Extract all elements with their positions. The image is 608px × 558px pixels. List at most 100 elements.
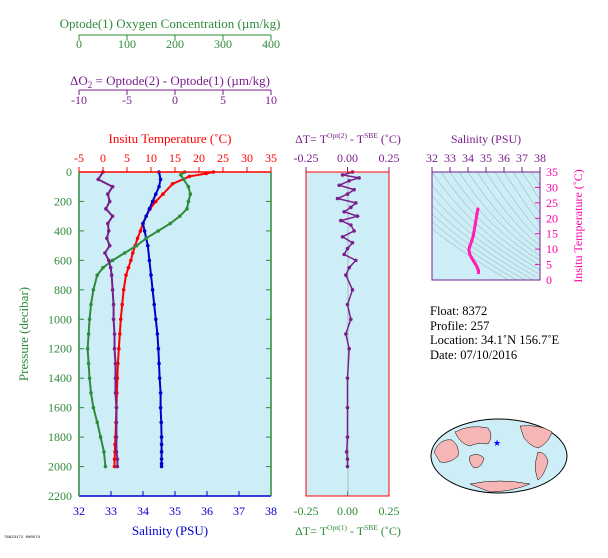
delta-o2-point xyxy=(113,391,118,395)
ts-frame xyxy=(431,171,541,281)
oxygen-point xyxy=(178,173,183,177)
delta-o2-point xyxy=(115,457,120,461)
salinity-point xyxy=(157,376,162,380)
temperature-tick-label: 15 xyxy=(169,151,181,165)
footer-code: 76823172 000574 xyxy=(4,536,41,540)
salinity-tick-label: 36 xyxy=(201,504,213,518)
ts-temperature-tick-label: 15 xyxy=(546,227,558,241)
salinity-tick-label: 37 xyxy=(233,504,245,518)
oxygen-point xyxy=(87,376,92,380)
delta-t-point xyxy=(354,201,358,205)
salinity-point xyxy=(155,332,160,336)
delta-o2-point xyxy=(106,258,111,263)
ts-salinity-tick-label: 34 xyxy=(462,151,474,165)
oxygen-point xyxy=(85,346,90,351)
delta-t-point xyxy=(349,205,353,210)
ts-point xyxy=(468,252,472,256)
delta-o2-point xyxy=(108,265,113,270)
oxygen-tick-label: 0 xyxy=(76,37,82,51)
temperature-tick-label: 25 xyxy=(217,151,229,165)
pressure-tick-label: 2000 xyxy=(48,460,72,474)
ts-salinity-tick-label: 38 xyxy=(534,151,546,165)
density-contour xyxy=(467,172,540,252)
salinity-point xyxy=(156,346,161,351)
pressure-tick-label: 0 xyxy=(66,165,72,179)
salinity-point xyxy=(157,184,161,189)
delta-t-frame xyxy=(305,171,390,497)
ts-salinity-tick-label: 32 xyxy=(426,151,438,165)
density-contour xyxy=(485,172,540,241)
oxygen-point xyxy=(86,332,91,336)
salinity-point xyxy=(159,435,164,439)
delta-o2-point xyxy=(103,251,107,255)
oxygen-point xyxy=(91,405,96,410)
temperature-tick-label: 0 xyxy=(100,151,106,165)
oxygen-point xyxy=(87,317,92,322)
ts-temperature-tick-label: 10 xyxy=(546,242,558,256)
map-land-australia xyxy=(469,454,485,469)
salinity-tick-label: 38 xyxy=(265,504,277,518)
salinity-point xyxy=(159,420,164,425)
delta-t-point xyxy=(342,209,346,214)
temperature-point xyxy=(187,174,192,179)
delta-t-point xyxy=(344,450,349,454)
float-id: Float: 8372 xyxy=(430,304,488,318)
delta-o2-axis-title: ΔO2 = Optode(2) - Optode(1) (µm/kg) xyxy=(70,73,270,90)
delta-t-bottom-title: ΔT= TOpt(1) - TSBE (˚C) xyxy=(295,523,401,538)
delta-o2-point xyxy=(112,332,117,336)
delta-o2-point xyxy=(111,302,116,307)
delta-t-bottom-tick-label: 0.25 xyxy=(379,504,400,518)
pressure-ticks: 0 200 400 600 800 1000 1200 1400 1600 1800 2000 220… xyxy=(48,165,310,503)
ts-temperature-tick-label: 25 xyxy=(546,196,558,210)
delta-t-point xyxy=(339,218,343,223)
ts-salinity-tick-label: 35 xyxy=(480,151,492,165)
oxygen-tick-label: 100 xyxy=(118,37,136,51)
salinity-point xyxy=(154,192,158,196)
map-land-west xyxy=(433,439,459,463)
oxygen-point xyxy=(86,361,91,366)
salinity-axis-title: Salinity (PSU) xyxy=(132,523,208,538)
pressure-tick-label: 1800 xyxy=(48,430,72,444)
salinity-point xyxy=(150,288,155,292)
density-contour xyxy=(449,172,540,261)
ts-point xyxy=(475,265,479,269)
temperature-tick-label: 5 xyxy=(124,151,130,165)
oxygen-point xyxy=(178,214,182,218)
ts-salinity-ticks: 32 33 34 35 36 37 38 xyxy=(426,151,546,172)
delta-t-point xyxy=(349,317,353,322)
pressure-axis-title: Pressure (decibar) xyxy=(16,287,31,381)
temperature-point xyxy=(130,251,135,255)
salinity-tick-label: 32 xyxy=(73,504,85,518)
oxygen-point xyxy=(122,251,127,255)
delta-t-top-tick-label: 0.25 xyxy=(379,151,400,165)
delta-o2-point xyxy=(109,273,114,277)
main-series xyxy=(85,170,216,469)
ts-point xyxy=(476,207,480,211)
density-contour xyxy=(512,172,540,214)
temperature-point xyxy=(121,288,126,292)
delta-o2-axis: ΔO2 = Optode(2) - Optode(1) (µm/kg) -10-… xyxy=(70,73,277,107)
delta-o2-point xyxy=(106,192,110,196)
salinity-point xyxy=(152,302,156,307)
delta-t-point xyxy=(345,405,350,410)
salinity-tick-label: 34 xyxy=(137,504,149,518)
oxygen-point xyxy=(134,243,139,248)
salinity-ticks: 32 33 34 35 36 37 38 xyxy=(73,491,277,518)
ts-salinity-tick-label: 33 xyxy=(444,151,456,165)
delta-o2-point xyxy=(110,288,115,292)
pressure-tick-label: 600 xyxy=(54,253,72,267)
oxygen-point xyxy=(103,464,108,469)
delta-o2-point xyxy=(112,346,117,351)
delta-t-point xyxy=(354,258,358,263)
delta-t-point xyxy=(349,223,353,227)
delta-t-point xyxy=(345,302,350,307)
oxygen-tick-label: 200 xyxy=(166,37,184,51)
delta-t-point xyxy=(350,288,355,292)
delta-o2-tick-label: 0 xyxy=(172,93,178,107)
temperature-point xyxy=(120,302,124,307)
delta-o2-point xyxy=(114,420,119,425)
delta-t-point xyxy=(345,464,350,469)
